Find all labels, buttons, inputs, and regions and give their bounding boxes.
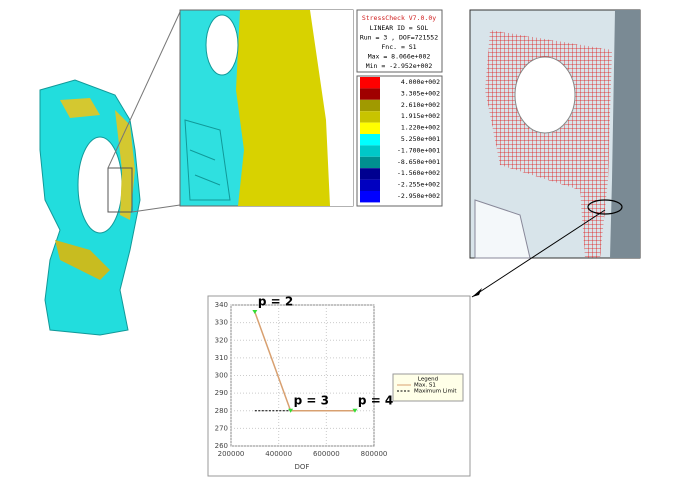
color-swatch bbox=[360, 179, 380, 191]
x-tick-label: 600000 bbox=[313, 450, 340, 458]
colorbar: 4.000e+002 3.305e+002 2.610e+002 1.915e+002… bbox=[356, 75, 443, 207]
color-swatch bbox=[360, 191, 380, 203]
color-swatch bbox=[360, 156, 380, 169]
color-swatch bbox=[360, 88, 380, 100]
y-tick-label: 280 bbox=[215, 407, 228, 415]
info-lines: LINEAR ID = SOL Run = 3 , DOF=721552Fnc. … bbox=[360, 24, 438, 70]
y-tick-label: 340 bbox=[215, 301, 228, 309]
legend-title: Legend bbox=[418, 377, 438, 383]
info-panel: StressCheck V7.0.0y LINEAR ID = SOL Run =… bbox=[356, 9, 443, 73]
y-tick-label: 260 bbox=[215, 442, 228, 450]
colorbar-label: 4.000e+002 bbox=[401, 78, 440, 86]
point-marker bbox=[288, 408, 294, 413]
y-tick-label: 330 bbox=[215, 319, 228, 327]
info-title: StressCheck V7.0.0y bbox=[362, 14, 436, 22]
info-line: Fnc. = S1 bbox=[381, 43, 416, 51]
color-swatch bbox=[360, 122, 380, 134]
x-tick-label: 400000 bbox=[265, 450, 292, 458]
colorbar-label: 3.305e+002 bbox=[401, 89, 440, 97]
info-line: Min = -2.952e+002 bbox=[366, 62, 433, 70]
color-swatch bbox=[360, 99, 380, 112]
x-tick-label: 800000 bbox=[361, 450, 388, 458]
colorbar-label: 1.220e+002 bbox=[401, 124, 440, 132]
point-marker bbox=[252, 310, 258, 315]
legend-label: Maximum Limit bbox=[414, 389, 457, 395]
chart: DOF Legend 260 270 280 290 300 310 320 330 340 20… bbox=[207, 295, 471, 477]
y-tick-label: 310 bbox=[215, 354, 228, 362]
colorbar-label: -1.560e+002 bbox=[397, 169, 440, 177]
colorbar-label: 5.250e+001 bbox=[401, 135, 440, 143]
y-tick-label: 300 bbox=[215, 372, 228, 380]
color-swatch bbox=[360, 168, 380, 180]
color-swatch bbox=[360, 111, 380, 123]
colorbar-label: -2.950e+002 bbox=[397, 192, 440, 200]
annotation: p = 3 bbox=[294, 393, 329, 407]
info-line: LINEAR ID = SOL bbox=[370, 24, 429, 32]
x-tick-label: 200000 bbox=[218, 450, 245, 458]
info-line: Max = 8.066e+002 bbox=[368, 53, 431, 61]
legend-label: Max. S1 bbox=[414, 383, 436, 389]
annotation: p = 2 bbox=[258, 295, 293, 309]
colorbar-label: 2.610e+002 bbox=[401, 101, 440, 109]
colorbar-label: -1.700e+001 bbox=[397, 146, 440, 154]
y-tick-label: 290 bbox=[215, 389, 228, 397]
color-swatch bbox=[360, 145, 380, 157]
info-line: Run = 3 , DOF=721552 bbox=[360, 34, 438, 42]
part-render bbox=[39, 11, 181, 336]
mesh-render bbox=[469, 9, 641, 298]
point-marker bbox=[352, 408, 358, 413]
color-swatch bbox=[360, 77, 380, 89]
y-tick-label: 270 bbox=[215, 424, 228, 432]
annotation: p = 4 bbox=[358, 393, 393, 407]
colorbar-label: 1.915e+002 bbox=[401, 112, 440, 120]
colorbar-label: -8.650e+001 bbox=[397, 158, 440, 166]
y-tick-label: 320 bbox=[215, 336, 228, 344]
color-swatch bbox=[360, 134, 380, 146]
colorbar-label: -2.255e+002 bbox=[397, 181, 440, 189]
x-axis-label: DOF bbox=[295, 463, 310, 471]
zoom-render bbox=[179, 9, 354, 207]
